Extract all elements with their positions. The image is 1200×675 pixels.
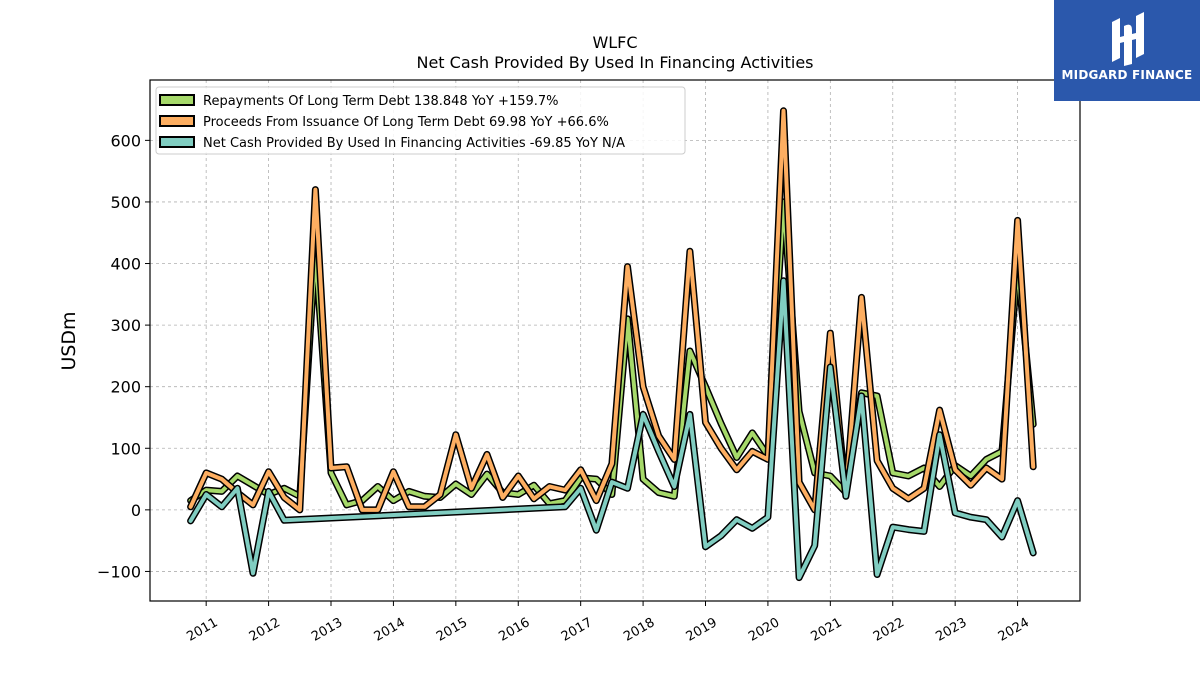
logo-text: MIDGARD FINANCE bbox=[1061, 68, 1193, 82]
x-tick-label: 2012 bbox=[247, 615, 283, 645]
legend-label: Proceeds From Issuance Of Long Term Debt… bbox=[203, 115, 609, 130]
legend-frame bbox=[155, 86, 686, 155]
y-tick-label: 400 bbox=[110, 255, 141, 274]
series-line bbox=[188, 108, 1036, 512]
legend-label: Repayments Of Long Term Debt 138.848 YoY… bbox=[203, 94, 559, 109]
y-tick-label: −100 bbox=[97, 562, 141, 581]
chart-title: WLFC bbox=[592, 33, 637, 52]
x-tick-label: 2018 bbox=[621, 615, 657, 645]
y-tick-label: 100 bbox=[110, 439, 141, 458]
brand-logo: MIDGARD FINANCE bbox=[1054, 0, 1200, 101]
y-tick-label: 0 bbox=[131, 501, 141, 520]
x-tick-label: 2013 bbox=[309, 615, 345, 645]
logo-mark-icon bbox=[1112, 12, 1144, 66]
x-tick-label: 2023 bbox=[933, 615, 969, 645]
series-1 bbox=[187, 198, 1037, 509]
chart-subtitle: Net Cash Provided By Used In Financing A… bbox=[416, 53, 813, 72]
x-tick-label: 2022 bbox=[871, 615, 907, 645]
series-line bbox=[188, 199, 1036, 507]
legend-swatch bbox=[159, 115, 195, 127]
x-tick-label: 2021 bbox=[809, 615, 845, 645]
plot-frame bbox=[149, 79, 1081, 602]
x-tick-label: 2020 bbox=[746, 615, 782, 645]
legend: Repayments Of Long Term Debt 138.848 YoY… bbox=[155, 86, 686, 155]
x-tick-label: 2016 bbox=[496, 615, 532, 645]
y-tick-label: 200 bbox=[110, 378, 141, 397]
series-3 bbox=[187, 277, 1037, 582]
legend-swatch bbox=[159, 94, 195, 106]
y-tick-label: 300 bbox=[110, 316, 141, 335]
x-tick-label: 2014 bbox=[372, 615, 408, 645]
x-tick-label: 2024 bbox=[996, 615, 1032, 645]
x-tick-label: 2015 bbox=[434, 615, 470, 645]
x-tick-label: 2011 bbox=[184, 615, 220, 645]
y-axis-label: USDm bbox=[58, 311, 80, 370]
legend-swatch bbox=[159, 136, 195, 148]
series-2 bbox=[187, 107, 1037, 514]
x-axis: 2011 2012 2013 2014 2015 2016 2017 2018 2019 2020… bbox=[184, 601, 1032, 645]
legend-label: Net Cash Provided By Used In Financing A… bbox=[203, 136, 625, 151]
x-tick-label: 2019 bbox=[684, 615, 720, 645]
series-line bbox=[188, 278, 1036, 580]
x-tick-label: 2017 bbox=[559, 615, 595, 645]
y-tick-label: 600 bbox=[110, 131, 141, 150]
y-axis: −100 0 100 200 300 400 500 600 bbox=[97, 131, 150, 581]
y-tick-label: 500 bbox=[110, 193, 141, 212]
series-layer bbox=[187, 107, 1037, 582]
